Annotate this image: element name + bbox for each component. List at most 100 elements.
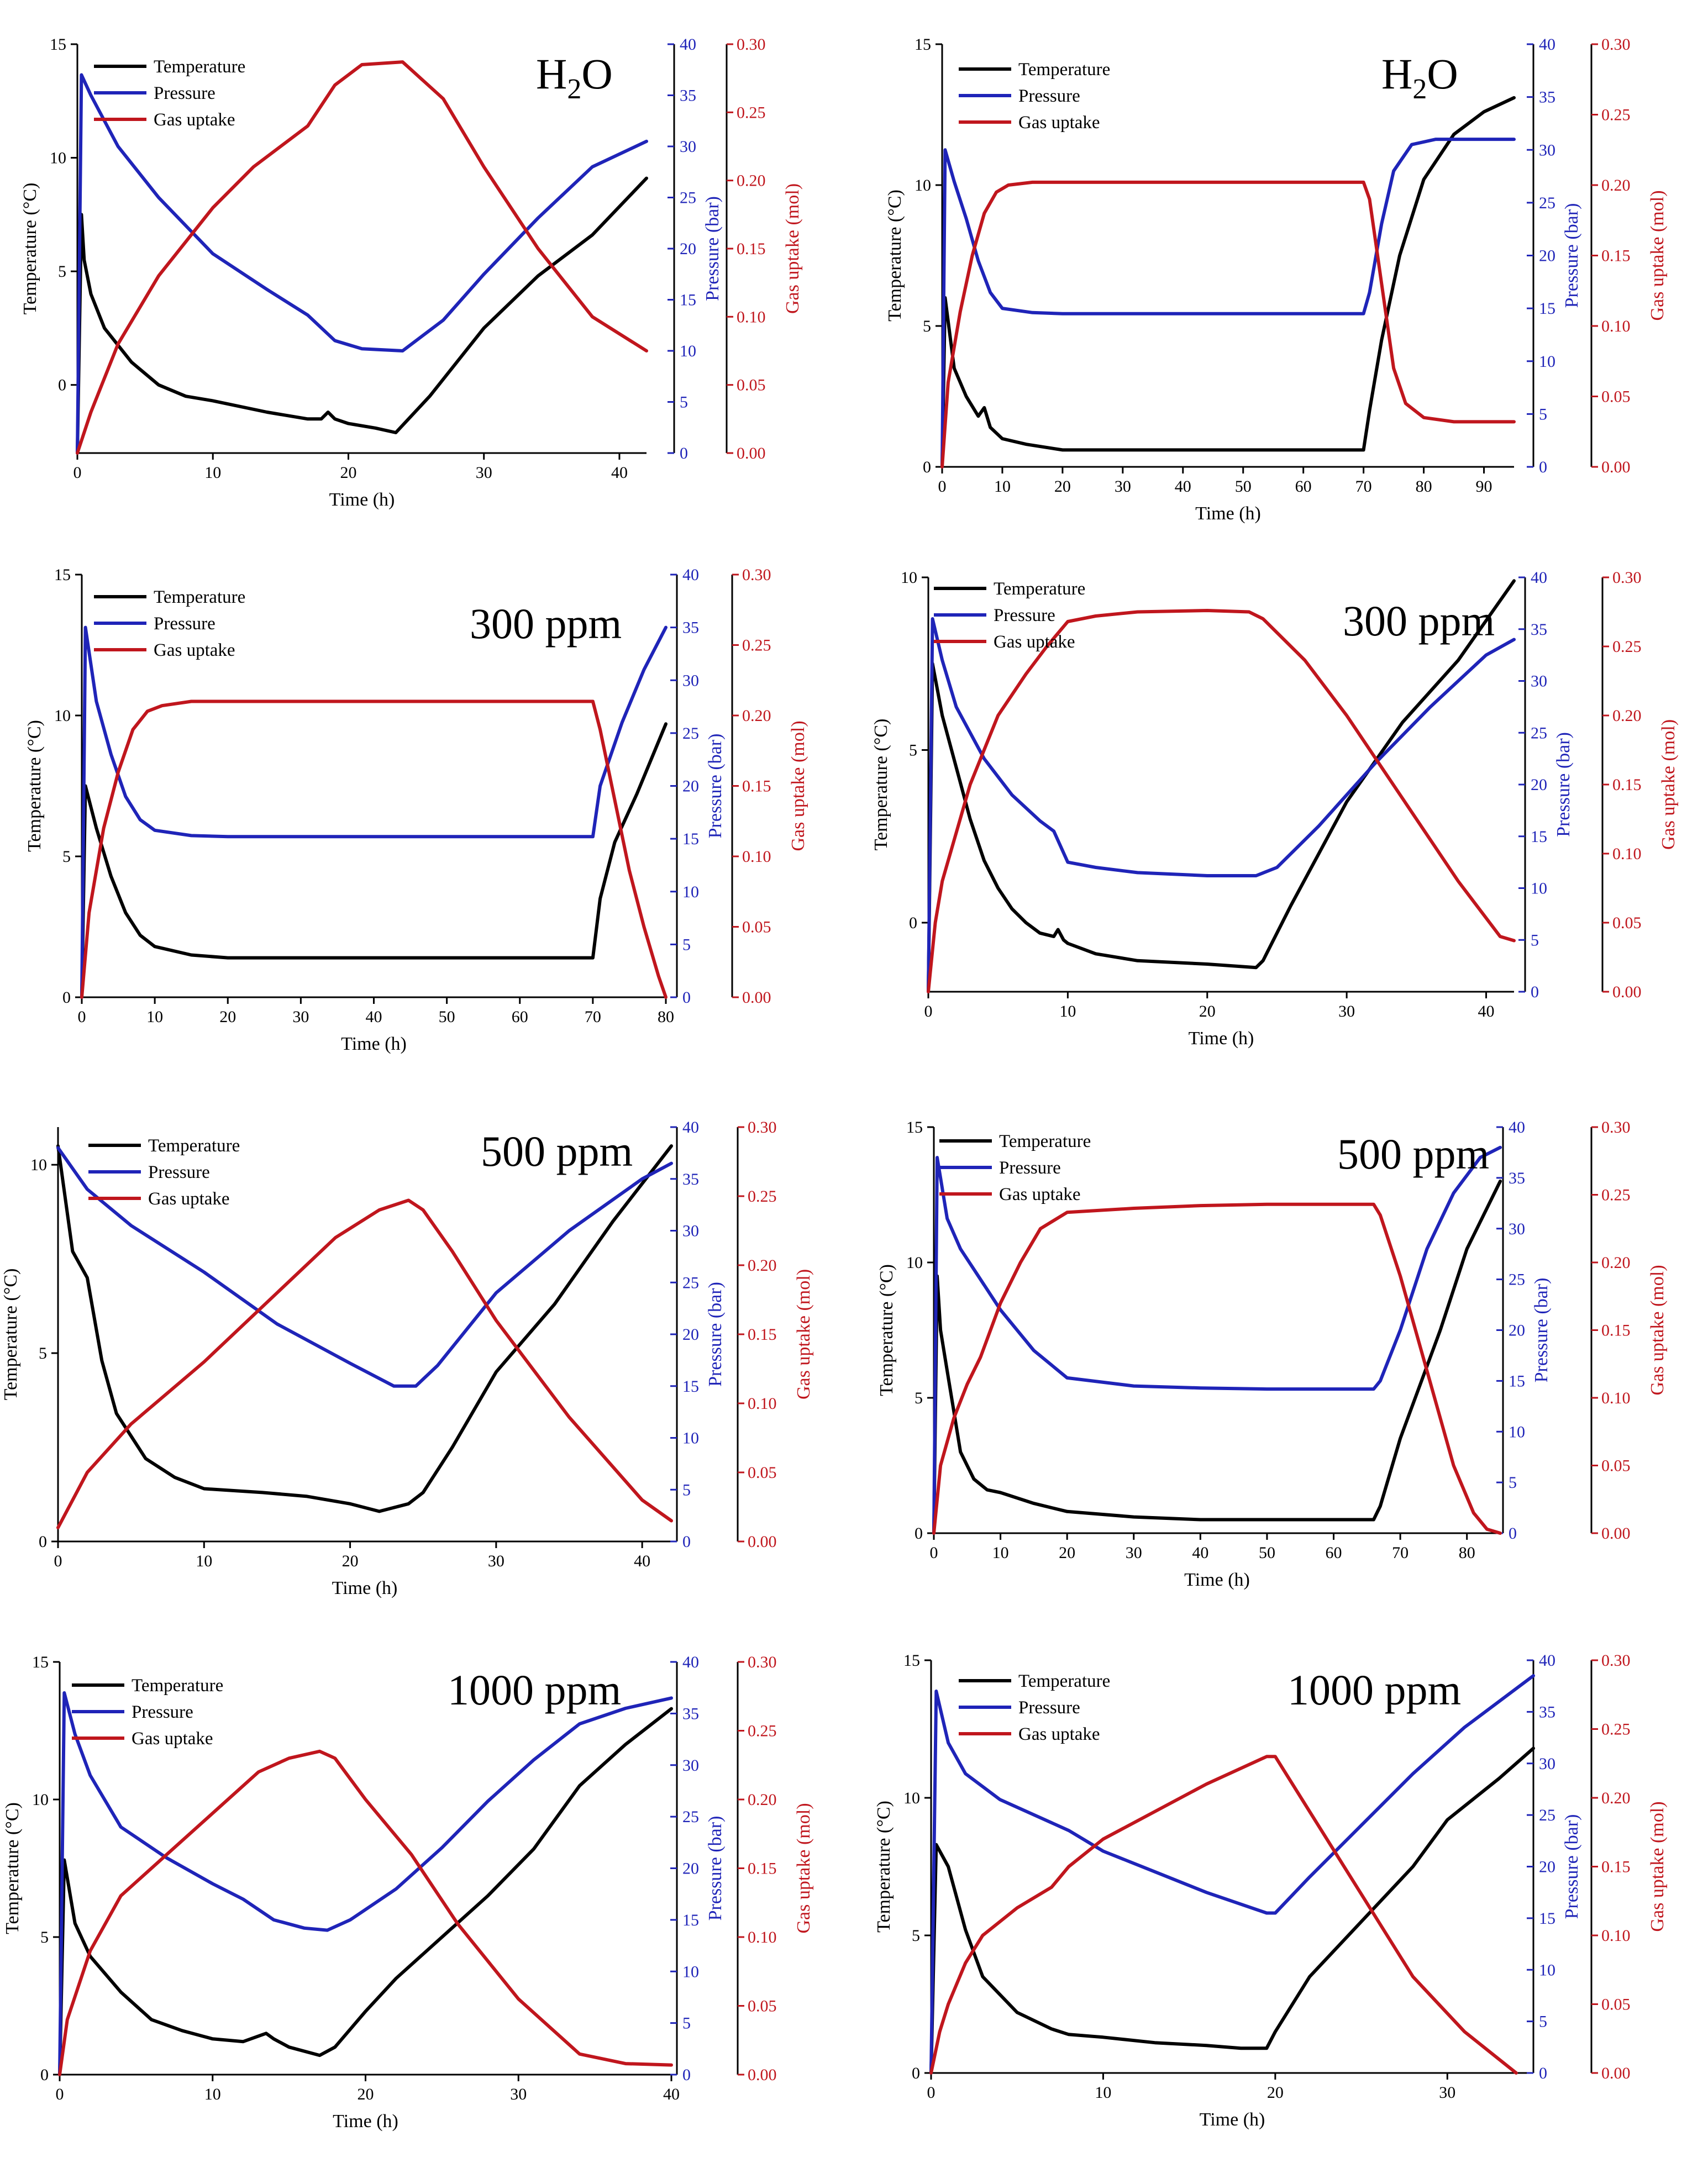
gas-uptake-tick-label: 0.20 — [742, 707, 771, 725]
x-tick-label: 20 — [342, 1552, 359, 1570]
temperature-axis-title: Temperature (°C) — [885, 190, 905, 322]
gas-uptake-tick-label: 0.10 — [1601, 1389, 1631, 1407]
gas-uptake-tick-label: 0.00 — [737, 444, 766, 462]
x-tick-label: 10 — [196, 1552, 212, 1570]
pressure-tick-label: 10 — [680, 342, 696, 360]
x-tick-label: 50 — [1259, 1544, 1275, 1562]
gas-uptake-axis-title: Gas uptake (mol) — [1647, 1801, 1668, 1932]
x-axis-title: Time (h) — [333, 2111, 398, 2132]
gas-uptake-tick-label: 0.15 — [748, 1860, 777, 1878]
legend-label: Gas uptake — [148, 1189, 230, 1209]
gas-uptake-tick-label: 0.30 — [737, 35, 766, 54]
temperature-tick-label: 0 — [39, 1533, 47, 1551]
pressure-tick-label: 10 — [1539, 1961, 1555, 1979]
temperature-tick-label: 0 — [912, 2064, 920, 2082]
condition-annotation: 500 ppm — [1337, 1130, 1489, 1178]
pressure-tick-label: 30 — [682, 1222, 699, 1240]
pressure-tick-label: 0 — [1509, 1524, 1517, 1543]
temperature-tick-label: 15 — [915, 35, 931, 54]
pressure-tick-label: 40 — [680, 35, 696, 54]
gas-uptake-tick-label: 0.15 — [737, 240, 766, 258]
temperature-tick-label: 5 — [909, 741, 917, 760]
gas-uptake-tick-label: 0.20 — [1612, 707, 1642, 725]
gas-uptake-tick-label: 0.00 — [1601, 1524, 1631, 1543]
legend-label: Gas uptake — [154, 640, 235, 660]
gas-uptake-line — [940, 180, 1516, 469]
temperature-axis-title: Temperature (°C) — [1, 1269, 21, 1401]
temperature-tick-label: 5 — [39, 1344, 47, 1362]
x-tick-label: 80 — [658, 1008, 674, 1026]
x-tick-label: 40 — [1192, 1544, 1208, 1562]
x-tick-label: 0 — [73, 464, 82, 482]
gas-uptake-tick-label: 0.10 — [737, 308, 766, 326]
pressure-axis-title: Pressure (bar) — [702, 196, 723, 301]
x-tick-label: 30 — [1439, 2083, 1455, 2102]
pressure-tick-label: 5 — [682, 2014, 691, 2033]
temperature-tick-label: 15 — [906, 1118, 923, 1136]
gas-uptake-tick-label: 0.10 — [742, 848, 771, 866]
legend-label: Gas uptake — [999, 1185, 1081, 1204]
x-tick-label: 80 — [1416, 477, 1432, 496]
pressure-tick-label: 0 — [1539, 2064, 1547, 2082]
x-tick-label: 40 — [1175, 477, 1191, 496]
x-tick-label: 70 — [1355, 477, 1372, 496]
pressure-tick-label: 5 — [682, 935, 691, 954]
gas-uptake-tick-label: 0.30 — [1601, 1118, 1631, 1136]
x-tick-label: 60 — [512, 1008, 528, 1026]
temperature-tick-label: 10 — [50, 149, 66, 167]
temperature-tick-label: 15 — [54, 566, 71, 584]
gas-uptake-tick-label: 0.00 — [1601, 2064, 1631, 2082]
pressure-tick-label: 20 — [682, 1860, 699, 1878]
gas-uptake-tick-label: 0.25 — [737, 103, 766, 122]
legend-label: Pressure — [1018, 1698, 1080, 1718]
pressure-tick-label: 15 — [1539, 1909, 1555, 1928]
temperature-tick-label: 10 — [30, 1156, 47, 1174]
pressure-tick-label: 15 — [682, 1911, 699, 1929]
legend-label: Pressure — [994, 606, 1055, 625]
gas-uptake-axis-title: Gas uptake (mol) — [793, 1269, 814, 1399]
pressure-tick-label: 35 — [680, 87, 696, 105]
x-tick-label: 20 — [340, 464, 356, 482]
temperature-line — [932, 1180, 1502, 1535]
condition-annotation: 1000 ppm — [1287, 1666, 1461, 1714]
pressure-tick-label: 10 — [1509, 1423, 1525, 1441]
pressure-tick-label: 15 — [1539, 299, 1555, 318]
temperature-tick-label: 5 — [62, 848, 71, 866]
x-tick-label: 10 — [204, 2085, 221, 2103]
gas-uptake-tick-label: 0.10 — [1601, 317, 1631, 335]
gas-uptake-tick-label: 0.20 — [1601, 1254, 1631, 1272]
pressure-tick-label: 25 — [1509, 1271, 1525, 1289]
temperature-axis-title: Temperature (°C) — [874, 1801, 894, 1933]
pressure-axis-title: Pressure (bar) — [1562, 1814, 1582, 1919]
temperature-tick-label: 0 — [62, 988, 71, 1007]
pressure-axis-title: Pressure (bar) — [705, 1282, 726, 1387]
pressure-tick-label: 15 — [1531, 828, 1547, 846]
condition-annotation: 500 ppm — [481, 1127, 633, 1175]
temperature-line — [940, 96, 1516, 469]
gas-uptake-tick-label: 0.10 — [748, 1928, 777, 1946]
x-tick-label: 0 — [927, 2083, 936, 2102]
legend-label: Temperature — [154, 587, 245, 607]
x-tick-label: 30 — [476, 464, 492, 482]
x-tick-label: 30 — [510, 2085, 527, 2103]
pressure-tick-label: 0 — [682, 1533, 691, 1551]
pressure-tick-label: 35 — [682, 1170, 699, 1188]
pressure-tick-label: 40 — [682, 566, 699, 584]
pressure-tick-label: 30 — [1531, 672, 1547, 691]
pressure-tick-label: 30 — [1539, 1755, 1555, 1773]
gas-uptake-tick-label: 0.25 — [1601, 106, 1631, 124]
gas-uptake-axis-title: Gas uptake (mol) — [788, 720, 808, 851]
legend-label: Gas uptake — [1018, 1724, 1100, 1744]
x-tick-label: 20 — [1059, 1544, 1075, 1562]
chart-panel-7: 0 10 20 30 40 Time (h) 0 5 10 15 Temperature (°C) 0… — [2, 1653, 814, 2132]
gas-uptake-tick-label: 0.10 — [1601, 1927, 1631, 1945]
gas-uptake-tick-label: 0.05 — [1612, 914, 1642, 932]
legend-label: Gas uptake — [994, 632, 1075, 652]
gas-uptake-axis-title: Gas uptake (mol) — [1647, 1265, 1668, 1395]
x-tick-label: 30 — [292, 1008, 309, 1026]
gas-uptake-tick-label: 0.25 — [748, 1722, 777, 1740]
x-tick-label: 0 — [54, 1552, 62, 1570]
pressure-tick-label: 20 — [1509, 1322, 1525, 1340]
pressure-line — [56, 1146, 673, 1388]
gas-uptake-line — [56, 1198, 673, 1529]
